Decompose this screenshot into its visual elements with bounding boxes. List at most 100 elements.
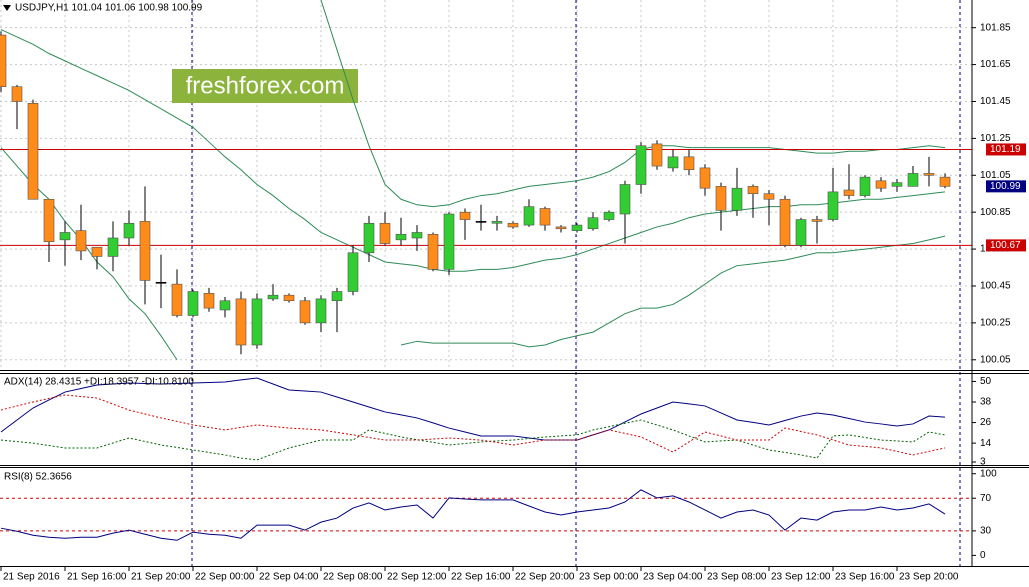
x-tick-label: 23 Sep 12:00 <box>771 572 831 583</box>
candle-body <box>811 219 823 222</box>
candle-body <box>0 34 7 88</box>
level-label-box <box>986 143 1026 156</box>
candle-body <box>123 222 135 239</box>
candle-body <box>619 184 631 215</box>
candle-body <box>891 182 903 187</box>
candle-body <box>443 213 455 270</box>
candle-body <box>75 230 87 252</box>
candle-body <box>747 186 759 195</box>
last-price-box <box>986 180 1026 193</box>
candle-body <box>379 222 391 244</box>
y-tick-label: 14 <box>980 438 992 449</box>
candle-body <box>827 191 839 220</box>
candle-body <box>363 222 375 254</box>
candle-body <box>331 291 343 302</box>
candle-body <box>795 219 807 246</box>
x-tick-label: 22 Sep 00:00 <box>195 572 255 583</box>
candle-body <box>779 198 791 246</box>
y-tick-label: 100.85 <box>980 207 1011 218</box>
y-tick-label: 3 <box>980 457 986 468</box>
candle-body <box>219 300 231 311</box>
x-tick-label: 23 Sep 04:00 <box>643 572 703 583</box>
x-tick-label: 22 Sep 04:00 <box>259 572 319 583</box>
candle-body <box>315 298 327 324</box>
candle-body <box>715 186 727 211</box>
last-price-label: 100.99 <box>990 181 1021 192</box>
y-tick-label: 38 <box>980 397 992 408</box>
candle-body <box>539 208 551 226</box>
adx-title: ADX(14) 28.4315 +DI:18.3957 -DI:10.8100 <box>4 377 194 388</box>
x-tick-label: 22 Sep 16:00 <box>451 572 511 583</box>
candle-body <box>11 86 23 102</box>
candle-body <box>523 206 535 226</box>
x-tick-label: 22 Sep 08:00 <box>323 572 383 583</box>
y-tick-label: 101.65 <box>980 59 1011 70</box>
x-tick-label: 21 Sep 2016 <box>3 572 60 583</box>
y-tick-label: 100.05 <box>980 354 1011 365</box>
candle-body <box>347 252 359 292</box>
y-tick-label: 26 <box>980 417 992 428</box>
y-tick-label: 50 <box>980 376 992 387</box>
candle-body <box>267 294 279 300</box>
candle-body <box>635 145 647 185</box>
candle-body <box>251 298 263 346</box>
candle-body <box>683 156 695 171</box>
candle-body <box>187 291 199 316</box>
y-tick-label: 100.25 <box>980 318 1011 329</box>
candle-body <box>107 237 119 257</box>
candle-body <box>859 176 871 196</box>
candle-body <box>171 283 183 316</box>
y-tick-label: 70 <box>980 493 992 504</box>
candle-body <box>283 294 295 302</box>
grid-layer <box>0 0 972 369</box>
candle-body <box>139 221 151 281</box>
x-tick-label: 23 Sep 08:00 <box>707 572 767 583</box>
candle-body <box>491 221 503 224</box>
candle-body <box>427 234 439 270</box>
y-tick-label: 101.85 <box>980 22 1011 33</box>
rsi-title: RSI(8) 52.3656 <box>4 472 72 483</box>
candle-body <box>587 217 599 230</box>
candle-body <box>731 187 743 211</box>
indicator-line <box>0 489 946 541</box>
level-label: 101.19 <box>990 144 1021 155</box>
y-tick-label: 30 <box>980 526 992 537</box>
x-tick-label: 21 Sep 20:00 <box>131 572 191 583</box>
y-tick-label: 100.45 <box>980 281 1011 292</box>
chart-title: USDJPY,H1 101.04 101.06 100.98 100.99 <box>15 3 203 14</box>
candle-body <box>59 232 71 241</box>
candle-body <box>907 173 919 187</box>
candle-body <box>155 281 167 284</box>
candle-body <box>763 193 775 200</box>
menu-icon <box>3 5 11 11</box>
candle-body <box>411 232 423 239</box>
level-label: 100.67 <box>990 240 1021 251</box>
y-tick-label: 101.05 <box>980 170 1011 181</box>
candle-body <box>235 298 247 346</box>
x-tick-label: 23 Sep 16:00 <box>835 572 895 583</box>
candle-body <box>875 180 887 189</box>
x-tick-label: 22 Sep 12:00 <box>387 572 447 583</box>
candle-body <box>475 221 487 223</box>
indicator-line <box>0 377 946 441</box>
candle-body <box>571 224 583 231</box>
candle-body <box>507 222 519 228</box>
candle-body <box>651 143 663 167</box>
x-tick-label: 23 Sep 20:00 <box>899 572 959 583</box>
candle-body <box>923 173 935 176</box>
candle-body <box>203 293 215 309</box>
candle-body <box>843 189 855 196</box>
candle-body <box>299 300 311 324</box>
candle-body <box>27 103 39 200</box>
candle-body <box>459 211 471 220</box>
candle-body <box>555 226 567 230</box>
candle-body <box>939 176 951 187</box>
indicator-line <box>0 419 946 461</box>
x-tick-label: 22 Sep 20:00 <box>515 572 575 583</box>
x-tick-label: 21 Sep 16:00 <box>67 572 127 583</box>
candle-body <box>699 167 711 189</box>
watermark-box <box>172 69 358 103</box>
candle-body <box>603 211 615 220</box>
